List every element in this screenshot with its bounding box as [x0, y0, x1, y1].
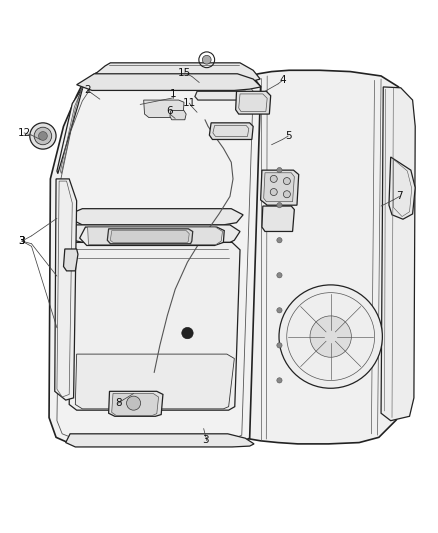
- Text: 12: 12: [18, 128, 31, 138]
- Text: 3: 3: [202, 435, 209, 446]
- Polygon shape: [107, 229, 193, 244]
- Text: 3: 3: [18, 236, 25, 246]
- Polygon shape: [261, 170, 299, 205]
- Text: 5: 5: [285, 131, 292, 141]
- Polygon shape: [70, 209, 243, 225]
- Circle shape: [277, 238, 282, 243]
- Polygon shape: [88, 227, 223, 245]
- Text: 15: 15: [178, 68, 191, 78]
- Circle shape: [283, 191, 290, 198]
- Polygon shape: [64, 249, 78, 271]
- Circle shape: [283, 177, 290, 184]
- Polygon shape: [209, 123, 253, 140]
- Circle shape: [277, 203, 282, 208]
- Circle shape: [277, 378, 282, 383]
- Text: 2: 2: [84, 85, 91, 95]
- Text: 1: 1: [170, 90, 177, 99]
- Polygon shape: [195, 91, 249, 100]
- Circle shape: [270, 175, 277, 182]
- Text: 3: 3: [18, 236, 25, 246]
- Circle shape: [277, 308, 282, 313]
- Polygon shape: [75, 354, 234, 409]
- Polygon shape: [389, 157, 415, 219]
- Circle shape: [277, 167, 282, 173]
- Polygon shape: [236, 91, 271, 114]
- Polygon shape: [57, 84, 85, 174]
- Text: 11: 11: [183, 98, 196, 108]
- Circle shape: [279, 285, 382, 388]
- Polygon shape: [69, 243, 240, 410]
- Polygon shape: [66, 434, 254, 447]
- Circle shape: [127, 396, 141, 410]
- Polygon shape: [144, 100, 184, 118]
- Polygon shape: [69, 225, 240, 243]
- Polygon shape: [95, 63, 260, 83]
- Circle shape: [277, 343, 282, 348]
- Polygon shape: [262, 206, 294, 231]
- Circle shape: [270, 189, 277, 196]
- Polygon shape: [109, 391, 163, 416]
- Text: 8: 8: [115, 398, 122, 408]
- Polygon shape: [264, 173, 294, 201]
- Polygon shape: [49, 73, 261, 446]
- Circle shape: [30, 123, 56, 149]
- Circle shape: [34, 127, 52, 145]
- Polygon shape: [243, 70, 399, 444]
- Polygon shape: [170, 110, 186, 120]
- Circle shape: [310, 316, 351, 357]
- Polygon shape: [80, 227, 224, 246]
- Circle shape: [182, 327, 193, 339]
- Text: 7: 7: [396, 191, 403, 201]
- Polygon shape: [55, 179, 77, 400]
- Text: 4: 4: [279, 75, 286, 85]
- Polygon shape: [110, 231, 189, 243]
- Polygon shape: [77, 74, 261, 91]
- Circle shape: [202, 55, 211, 64]
- Circle shape: [277, 273, 282, 278]
- Polygon shape: [112, 393, 159, 415]
- Circle shape: [39, 132, 47, 140]
- Polygon shape: [381, 87, 415, 421]
- Text: 6: 6: [166, 106, 173, 116]
- Text: 3: 3: [18, 236, 25, 246]
